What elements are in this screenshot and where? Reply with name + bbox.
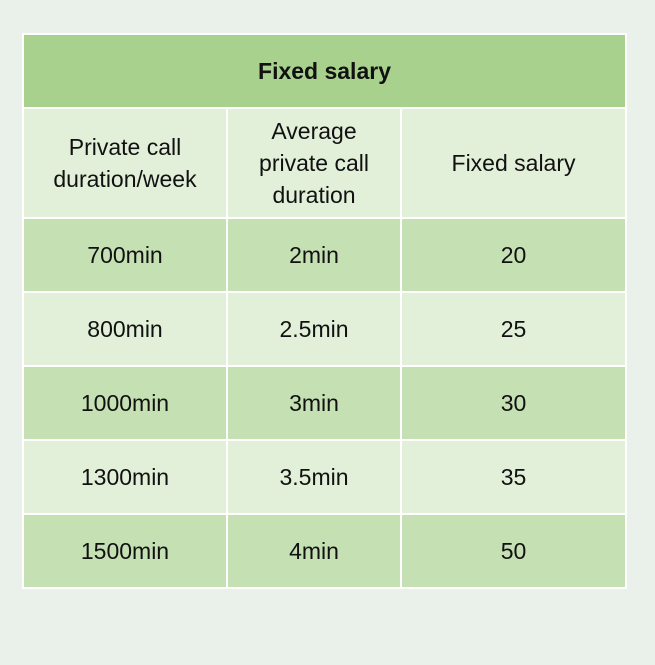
table-row: 1000min 3min 30 <box>22 365 628 441</box>
cell-fixed-salary: 50 <box>399 513 628 589</box>
cell-average-call-duration: 4min <box>226 513 402 589</box>
salary-table: Fixed salary Private call duration/week … <box>21 33 628 589</box>
cell-call-duration-week: 700min <box>22 217 228 293</box>
table-row: 1500min 4min 50 <box>22 513 628 589</box>
cell-fixed-salary: 25 <box>399 291 628 367</box>
cell-call-duration-week: 1500min <box>22 513 228 589</box>
cell-fixed-salary: 35 <box>399 439 628 515</box>
cell-fixed-salary: 30 <box>399 365 628 441</box>
cell-call-duration-week: 800min <box>22 291 228 367</box>
header-average-private-call-duration: Average private call duration <box>226 107 402 219</box>
table-title: Fixed salary <box>21 33 628 109</box>
cell-call-duration-week: 1300min <box>22 439 228 515</box>
table-row: 700min 2min 20 <box>22 217 628 293</box>
table-row: 800min 2.5min 25 <box>22 291 628 367</box>
cell-average-call-duration: 3.5min <box>226 439 402 515</box>
header-fixed-salary: Fixed salary <box>399 107 628 219</box>
table-header-row: Private call duration/week Average priva… <box>22 107 628 219</box>
table-row: 1300min 3.5min 35 <box>22 439 628 515</box>
cell-call-duration-week: 1000min <box>22 365 228 441</box>
header-private-call-duration-week: Private call duration/week <box>22 107 228 219</box>
cell-fixed-salary: 20 <box>399 217 628 293</box>
cell-average-call-duration: 2.5min <box>226 291 402 367</box>
table-title-row: Fixed salary <box>21 33 628 109</box>
cell-average-call-duration: 3min <box>226 365 402 441</box>
salary-table-container: Fixed salary Private call duration/week … <box>21 33 628 589</box>
cell-average-call-duration: 2min <box>226 217 402 293</box>
